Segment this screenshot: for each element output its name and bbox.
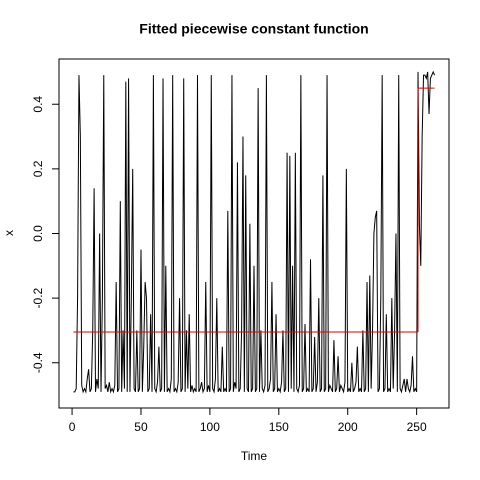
x-tick-label: 0 <box>69 420 76 434</box>
y-tick-label: 0.4 <box>31 96 45 113</box>
x-tick-label: 150 <box>269 420 289 434</box>
y-tick-label: -0.2 <box>31 287 45 308</box>
x-tick-label: 100 <box>200 420 220 434</box>
y-tick-label: 0.2 <box>31 160 45 177</box>
x-axis-label: Time <box>241 449 268 463</box>
chart-title: Fitted piecewise constant function <box>139 21 368 37</box>
x-tick-label: 200 <box>338 420 358 434</box>
y-axis-label: x <box>2 230 16 236</box>
y-tick-label: -0.4 <box>31 352 45 373</box>
y-tick-label: 0.0 <box>31 225 45 242</box>
x-tick-label: 50 <box>134 420 148 434</box>
series-line <box>73 70 436 394</box>
x-tick-label: 250 <box>407 420 427 434</box>
